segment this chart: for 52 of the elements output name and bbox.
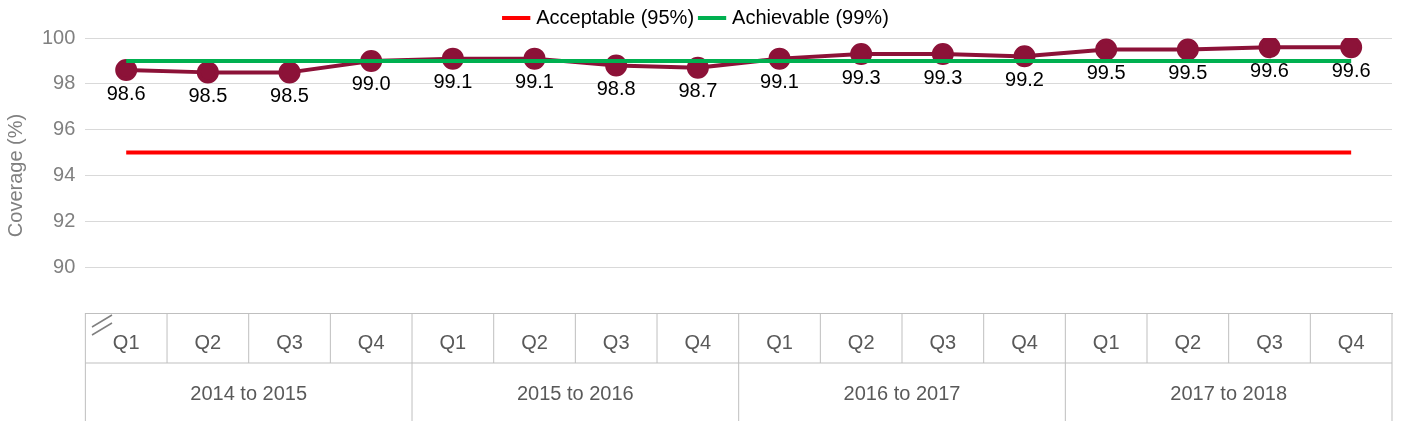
- text: 2014 to 2015: [190, 381, 308, 404]
- y-tick-label: 90: [53, 254, 76, 277]
- data-label: 98.6: [106, 81, 146, 104]
- data-label: 99.0: [351, 72, 391, 95]
- x-tick-label: Q3: [1256, 330, 1283, 353]
- data-label: 98.5: [188, 83, 228, 106]
- x-tick-label: Q2: [1174, 330, 1202, 353]
- y-tick-label: 94: [53, 163, 76, 186]
- point: [278, 61, 301, 84]
- x-tick-label: Q2: [847, 330, 875, 353]
- x-tick-label: Q4: [357, 330, 385, 353]
- text: 2015 to 2016: [516, 381, 634, 404]
- point: [1095, 38, 1118, 61]
- point: [1258, 38, 1281, 59]
- data-label: 98.7: [678, 79, 718, 102]
- data-label: 99.3: [923, 65, 963, 88]
- y-tick-label: 100: [41, 25, 76, 48]
- x-tick-label: Q3: [276, 330, 303, 353]
- data-label: 99.5: [1086, 60, 1126, 83]
- data-label: 99.1: [760, 70, 799, 93]
- x-tick-label: Q1: [1092, 330, 1120, 353]
- data-label: 99.6: [1331, 58, 1371, 81]
- y-axis-title: Coverage (%): [3, 113, 26, 238]
- legend-label: Acceptable (95%): [536, 5, 695, 28]
- data-label: 99.1: [433, 70, 473, 93]
- x-tick-label: Q2: [194, 330, 222, 353]
- y-tick-label: 96: [53, 117, 76, 140]
- x-tick-label: Q4: [1337, 330, 1365, 353]
- data-label: 99.6: [1250, 58, 1289, 81]
- point: [196, 61, 219, 84]
- y-tick-label: 98: [53, 71, 76, 94]
- x-tick-label: Q3: [929, 330, 957, 353]
- point: [1340, 38, 1363, 59]
- data-label: 99.3: [841, 65, 881, 88]
- x-tick-label: Q3: [602, 330, 630, 353]
- legend-label: Achievable (99%): [732, 5, 889, 28]
- x-tick-label: Q4: [684, 330, 712, 353]
- y-tick-label: 92: [53, 208, 76, 231]
- point: [115, 59, 138, 82]
- x-tick-label: Q4: [1011, 330, 1038, 353]
- data-label: 99.2: [1005, 67, 1044, 90]
- x-tick-label: Q2: [521, 330, 548, 353]
- data-label: 99.5: [1168, 60, 1208, 83]
- data-label: 99.1: [515, 70, 554, 93]
- data-label: 98.5: [270, 83, 309, 106]
- data-label: 98.8: [596, 77, 636, 100]
- x-tick-label: Q1: [766, 330, 793, 353]
- text: 2016 to 2017: [843, 381, 961, 404]
- point: [1176, 38, 1199, 61]
- x-tick-label: Q1: [112, 330, 140, 353]
- text: 2017 to 2018: [1170, 381, 1288, 404]
- x-tick-label: Q1: [439, 330, 467, 353]
